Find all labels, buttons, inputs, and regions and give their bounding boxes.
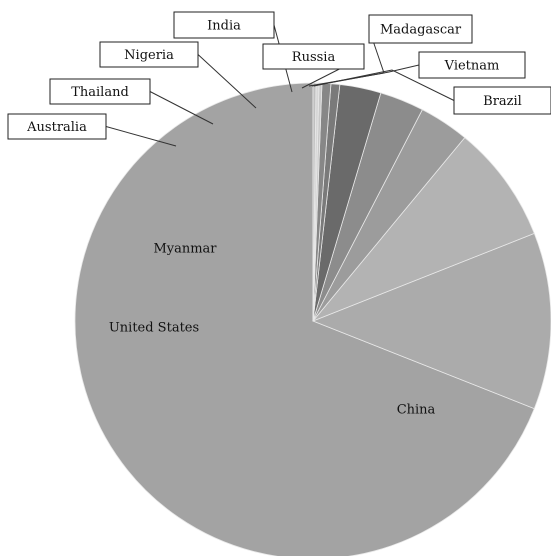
callout-box-vietnam	[418, 51, 526, 79]
slice-label-brazil: Brazil	[483, 94, 522, 109]
slice-label-australia: Australia	[26, 120, 87, 135]
pie-slice-china	[74, 82, 535, 556]
callout-box-australia	[7, 113, 107, 140]
pie-slice-myanmar	[312, 137, 535, 322]
slice-label-myanmar: Myanmar	[153, 242, 217, 257]
slice-label-united-states: United States	[109, 321, 199, 336]
slice-label-thailand: Thailand	[71, 85, 129, 100]
slice-labels: China United States Myanmar Australia Thaila…	[7, 11, 551, 418]
slice-label-nigeria: Nigeria	[124, 48, 174, 63]
callout-box-thailand	[49, 78, 151, 105]
pie-slice-united-states	[311, 232, 551, 410]
slice-label-vietnam: Vietnam	[444, 59, 500, 74]
callout-box-india	[173, 11, 275, 39]
leader-line-nigeria	[197, 54, 257, 109]
leader-line-madagascar	[308, 28, 385, 87]
slice-label-madagascar: Madagascar	[380, 23, 462, 38]
pie-slices	[74, 82, 551, 556]
callout-box-madagascar	[368, 14, 473, 44]
slice-label-russia: Russia	[292, 50, 336, 65]
callout-box-russia	[262, 43, 365, 70]
callout-box-brazil	[453, 86, 551, 115]
leader-line-thailand	[149, 91, 214, 125]
callout-box-nigeria	[99, 41, 199, 68]
slice-label-india: India	[207, 19, 241, 34]
pie-slice-madagascar	[312, 82, 317, 322]
slice-label-china: China	[397, 403, 436, 418]
leader-line-australia	[105, 126, 177, 147]
